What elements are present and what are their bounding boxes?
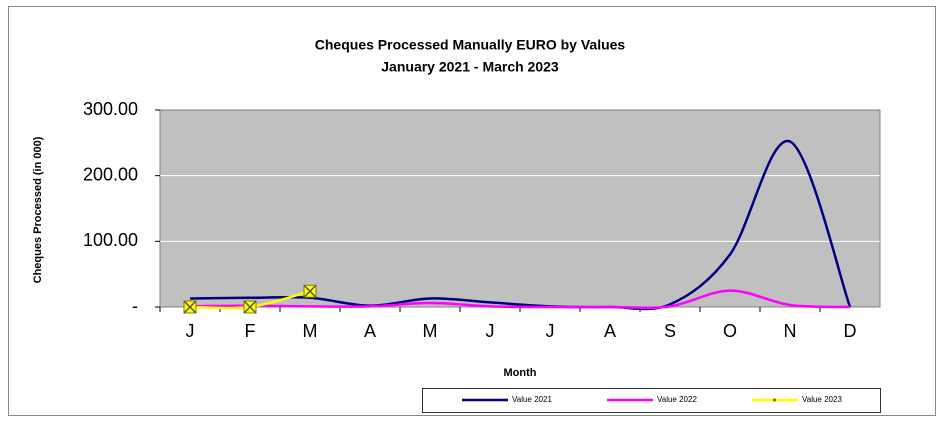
legend-marker bbox=[773, 398, 776, 402]
data-marker bbox=[243, 300, 257, 314]
data-marker bbox=[303, 284, 317, 298]
plot-area bbox=[159, 109, 881, 308]
legend-label: Value 2021 bbox=[512, 395, 552, 404]
x-tick-label: D bbox=[844, 321, 857, 341]
y-tick-label: - bbox=[132, 296, 138, 316]
x-tick-label: A bbox=[604, 321, 616, 341]
x-tick-label: M bbox=[423, 321, 438, 341]
x-tick-label: O bbox=[723, 321, 737, 341]
y-axis-label: Cheques Processed (in 000) bbox=[32, 136, 44, 283]
x-tick-label: N bbox=[784, 321, 797, 341]
chart-subtitle: January 2021 - March 2023 bbox=[381, 59, 559, 75]
legend-label: Value 2022 bbox=[657, 395, 697, 404]
legend-label: Value 2023 bbox=[802, 395, 842, 404]
chart-title: Cheques Processed Manually EURO by Value… bbox=[315, 37, 626, 53]
x-tick-label: J bbox=[186, 321, 195, 341]
y-tick-label: 300.00 bbox=[83, 99, 138, 119]
series-line bbox=[189, 289, 851, 309]
x-tick-label: M bbox=[303, 321, 318, 341]
x-tick-label: F bbox=[245, 321, 256, 341]
x-tick-label: S bbox=[664, 321, 676, 341]
data-marker bbox=[183, 300, 197, 314]
y-tick-label: 200.00 bbox=[83, 164, 138, 184]
x-tick-label: A bbox=[364, 321, 376, 341]
x-tick-label: J bbox=[486, 321, 495, 341]
y-tick-label: 100.00 bbox=[83, 230, 138, 250]
x-axis-label: Month bbox=[504, 367, 537, 379]
x-tick-label: J bbox=[546, 321, 555, 341]
